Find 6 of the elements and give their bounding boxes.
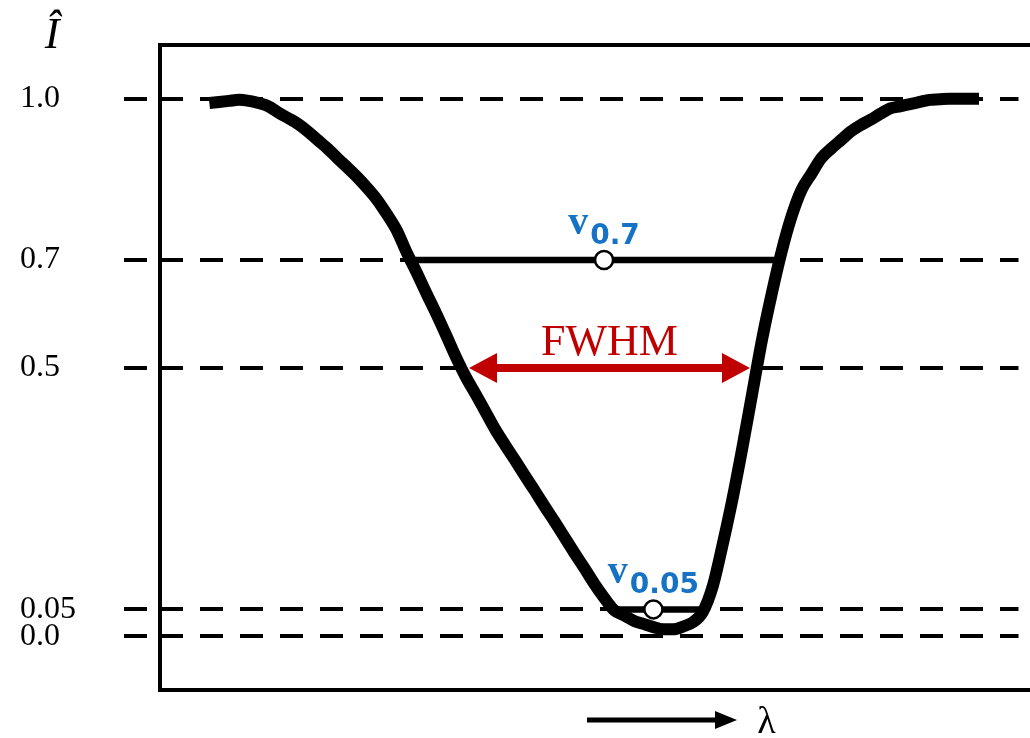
y-axis-title: Î: [43, 9, 63, 58]
y-tick-label: 1.0: [20, 78, 60, 115]
y-tick-label: 0.7: [20, 239, 60, 276]
x-axis-title: λ: [757, 699, 776, 738]
annotation: FWHM: [541, 315, 678, 365]
y-tick-label: 0.5: [20, 346, 60, 383]
